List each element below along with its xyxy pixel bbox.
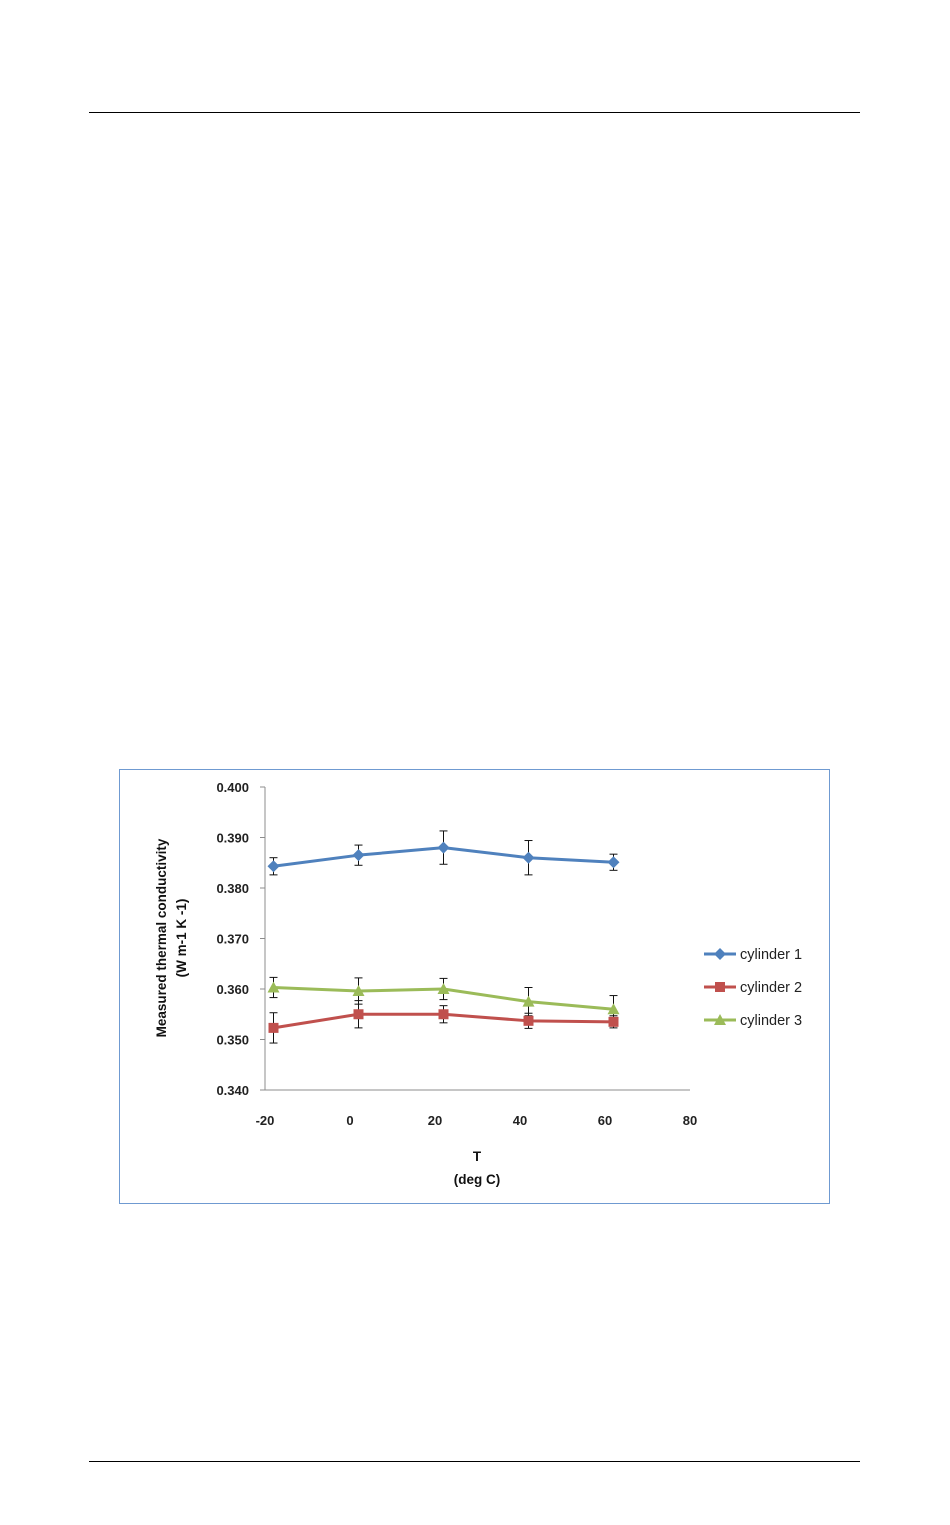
series-2-point (608, 1016, 619, 1027)
legend-marker (715, 982, 725, 992)
series-1-point (437, 841, 450, 854)
series-lines (273, 846, 614, 1030)
series-1-point (352, 849, 365, 862)
y-tick-label: 0.350 (216, 1033, 249, 1048)
series-3-point (352, 985, 365, 997)
x-tick-label: -20 (256, 1113, 275, 1128)
axes (264, 787, 690, 1091)
y-tick-label: 0.400 (216, 780, 249, 795)
series-3-point (607, 1003, 620, 1015)
series-1-point (522, 851, 535, 864)
tick-labels: 0.340 0.350 0.360 0.370 0.380 0.390 0.400 -20 0 2… (216, 780, 697, 1128)
y-tick-label: 0.380 (216, 881, 249, 896)
series-1-point (607, 856, 620, 869)
legend: cylinder 1 cylinder 2 cylinder 3 (704, 947, 802, 1029)
y-axis-title: Measured thermal conductivity (W m-1 K -… (154, 838, 189, 1037)
x-axis-title-line-1: T (473, 1149, 482, 1164)
legend-marker (714, 948, 726, 960)
legend-label: cylinder 1 (740, 947, 802, 963)
legend-marker (714, 1014, 726, 1025)
y-tick-label: 0.390 (216, 831, 249, 846)
series-2-point (438, 1009, 449, 1020)
x-tick-label: 60 (598, 1113, 612, 1128)
header-rule (89, 112, 860, 113)
series-2-point (268, 1022, 279, 1033)
series-2-point (523, 1015, 534, 1026)
y-tick-label: 0.360 (216, 982, 249, 997)
legend-label: cylinder 2 (740, 980, 802, 996)
y-tick-label: 0.370 (216, 932, 249, 947)
series-markers (267, 841, 620, 1033)
y-axis-title-line-2: (W m-1 K -1) (174, 899, 189, 978)
series-1-point (267, 860, 280, 873)
x-tick-label: 0 (346, 1113, 353, 1128)
x-tick-label: 80 (683, 1113, 697, 1128)
y-axis-title-line-1: Measured thermal conductivity (154, 838, 169, 1037)
footer-rule (89, 1461, 860, 1462)
legend-label: cylinder 3 (740, 1013, 802, 1029)
x-axis-title-line-2: (deg C) (454, 1172, 501, 1187)
series-3-point (522, 995, 535, 1007)
series-3-point (437, 983, 450, 994)
thermal-conductivity-chart: 0.340 0.350 0.360 0.370 0.380 0.390 0.400 -20 0 2… (154, 780, 802, 1187)
series-2-point (353, 1009, 364, 1020)
x-tick-label: 40 (513, 1113, 527, 1128)
series-3-point (267, 981, 280, 993)
x-tick-label: 20 (428, 1113, 442, 1128)
y-tick-label: 0.340 (216, 1083, 249, 1098)
chart-frame: 0.340 0.350 0.360 0.370 0.380 0.390 0.400 -20 0 2… (119, 769, 830, 1204)
